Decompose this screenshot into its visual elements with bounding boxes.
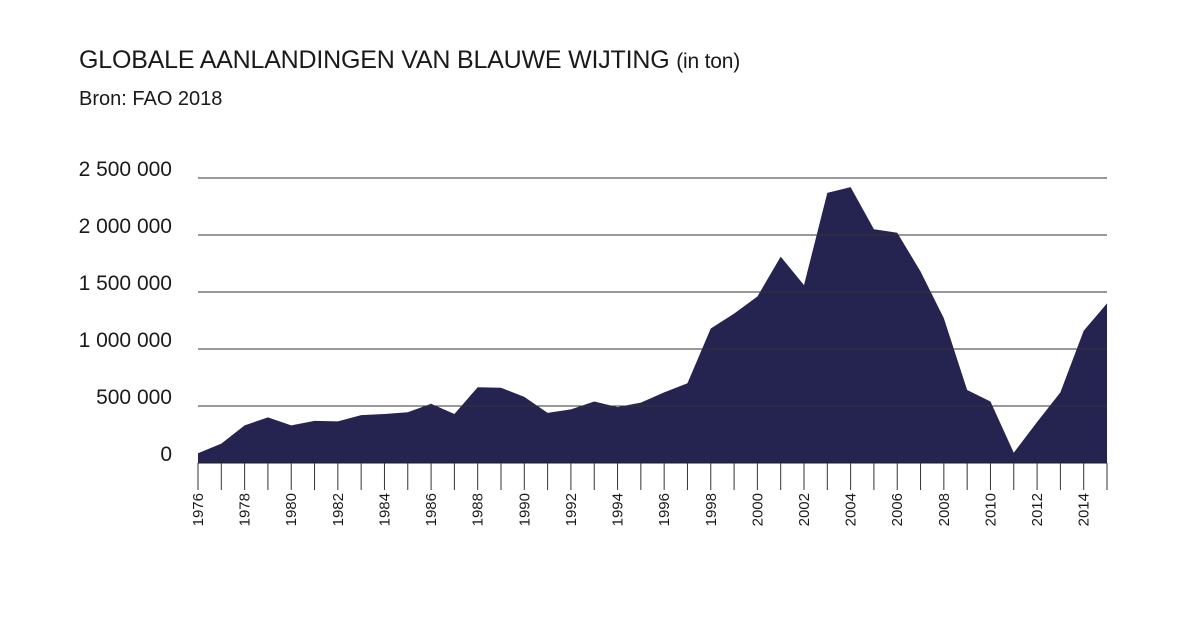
chart-title-text: GLOBALE AANLANDINGEN VAN BLAUWE WIJTING xyxy=(79,46,670,74)
x-tick-label: 2010 xyxy=(983,493,1000,526)
chart-title-unit: (in ton) xyxy=(676,50,740,73)
x-tick-label: 2012 xyxy=(1029,493,1046,526)
x-tick-label: 1992 xyxy=(563,493,580,526)
x-tick-label: 1998 xyxy=(703,493,720,526)
y-tick-label: 2 000 000 xyxy=(79,215,172,238)
x-tick-label: 1982 xyxy=(330,493,347,526)
y-tick-label: 0 xyxy=(160,443,172,466)
x-tick-label: 1980 xyxy=(283,493,300,526)
x-tick-label: 2004 xyxy=(843,493,860,526)
x-tick-label: 1978 xyxy=(237,493,254,526)
x-tick-label: 2008 xyxy=(936,493,953,526)
chart-subtitle: Bron: FAO 2018 xyxy=(79,88,223,110)
x-tick-label: 1988 xyxy=(470,493,487,526)
y-tick-label: 2 500 000 xyxy=(79,158,172,181)
x-tick-label: 1984 xyxy=(377,493,394,526)
x-tick-label: 2002 xyxy=(796,493,813,526)
x-tick-label: 2014 xyxy=(1076,493,1093,526)
x-tick-label: 1976 xyxy=(190,493,207,526)
x-tick-label: 2006 xyxy=(889,493,906,526)
x-tick-label: 1996 xyxy=(656,493,673,526)
x-tick-label: 1986 xyxy=(423,493,440,526)
y-tick-label: 1 000 000 xyxy=(79,329,172,352)
x-tick-label: 2000 xyxy=(749,493,766,526)
x-tick-label: 1994 xyxy=(610,493,627,526)
y-tick-label: 1 500 000 xyxy=(79,272,172,295)
y-tick-label: 500 000 xyxy=(96,386,172,409)
chart-title: GLOBALE AANLANDINGEN VAN BLAUWE WIJTING … xyxy=(79,46,740,75)
x-tick-label: 1990 xyxy=(516,493,533,526)
area-series xyxy=(198,187,1107,463)
